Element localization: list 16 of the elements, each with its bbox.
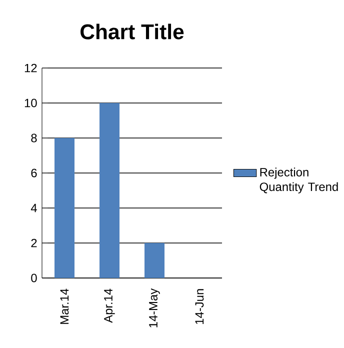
y-tick-label: 4: [30, 204, 37, 212]
y-tick-label: 8: [31, 134, 37, 142]
y-tick-label: 0: [31, 274, 37, 282]
bar: [100, 103, 120, 278]
x-tick-label: 14-Jun: [195, 289, 204, 324]
chart-title: Chart Title: [80, 24, 184, 40]
y-tick-label: 12: [24, 64, 37, 72]
x-tick-label: Mar.14: [60, 288, 69, 324]
legend-label: Rejection Quantity Trend: [260, 168, 338, 194]
bar: [144, 243, 164, 278]
y-tick-label: 2: [31, 238, 37, 248]
bar: [54, 138, 74, 278]
x-tick-label: Apr.14: [104, 288, 115, 323]
y-tick-label: 6: [31, 168, 37, 178]
y-tick-label: 10: [24, 98, 37, 108]
x-tick-label: 14-May: [149, 288, 160, 328]
